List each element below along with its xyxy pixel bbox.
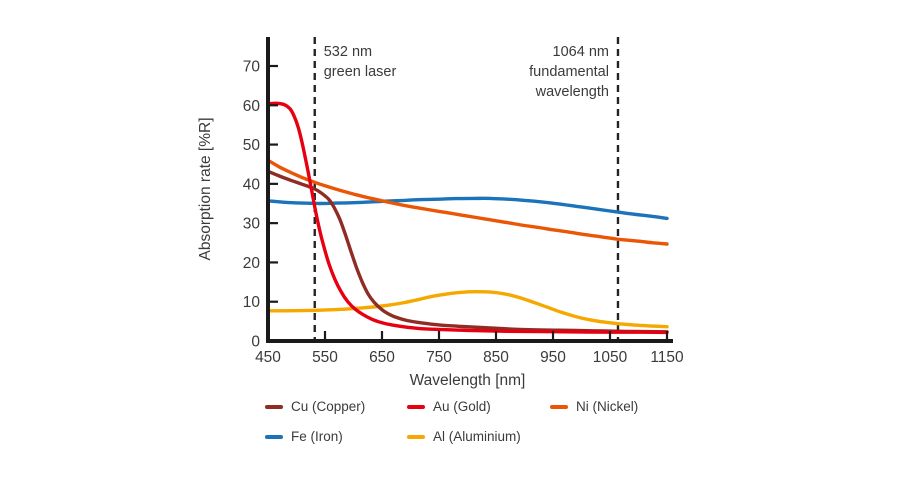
x-axis-title: Wavelength [nm] [410, 372, 526, 389]
y-tick-label: 10 [243, 294, 261, 311]
absorption-chart: 532 nm green laser 1064 nm fundamental wavel… [197, 37, 684, 389]
legend-label-cu-copper: Cu (Copper) [291, 399, 366, 414]
legend-swatch-au-gold [407, 404, 425, 410]
y-tick-label: 40 [243, 176, 261, 193]
x-tick-label: 950 [540, 349, 566, 366]
annotation-text-532nm-line2: green laser [324, 64, 397, 80]
series-line-fe-iron [266, 196, 669, 221]
x-tick-label: 750 [426, 349, 452, 366]
series-line-au-gold [266, 101, 669, 335]
legend-item-au-gold: Au (Gold) [407, 398, 491, 416]
legend-swatch-ni-nickel [550, 404, 568, 410]
annotation-text-1064nm-line2: fundamental [529, 64, 609, 80]
legend-swatch-fe-iron [265, 434, 283, 440]
legend-item-ni-nickel: Ni (Nickel) [550, 398, 638, 416]
x-tick-label: 1150 [650, 349, 684, 366]
annotation-text-532nm-line1: 532 nm [324, 44, 372, 60]
legend-item-fe-iron: Fe (Iron) [265, 428, 343, 446]
x-tick-label: 450 [255, 349, 281, 366]
annotation-text-1064nm-line3: wavelength [535, 84, 609, 100]
legend-label-fe-iron: Fe (Iron) [291, 429, 343, 444]
legend-label-al-aluminium: Al (Aluminium) [433, 429, 521, 444]
series-line-al-aluminium [266, 289, 669, 329]
legend: Cu (Copper) Au (Gold) Ni (Nickel) Fe (Iron)… [190, 396, 730, 460]
x-tick-label: 550 [312, 349, 338, 366]
legend-swatch-cu-copper [265, 404, 283, 410]
y-tick-label: 70 [243, 59, 261, 76]
y-tick-label: 20 [243, 255, 261, 272]
legend-item-cu-copper: Cu (Copper) [265, 398, 365, 416]
legend-swatch-al-aluminium [407, 434, 425, 440]
annotation-text-1064nm-line1: 1064 nm [553, 44, 609, 60]
legend-label-ni-nickel: Ni (Nickel) [576, 399, 639, 414]
y-tick-label: 50 [243, 137, 261, 154]
y-tick-label: 30 [243, 216, 261, 233]
legend-item-al-aluminium: Al (Aluminium) [407, 428, 521, 446]
x-tick-label: 850 [483, 349, 509, 366]
series-line-ni-nickel [266, 158, 669, 246]
y-tick-label: 60 [243, 98, 261, 115]
x-tick-label: 650 [369, 349, 395, 366]
axes-spines [266, 37, 673, 343]
series-line-cu-copper [266, 169, 669, 334]
x-tick-label: 1050 [593, 349, 628, 366]
legend-label-au-gold: Au (Gold) [433, 399, 491, 414]
y-axis-title: Absorption rate [%R] [197, 117, 214, 260]
y-tick-label: 0 [251, 334, 260, 351]
